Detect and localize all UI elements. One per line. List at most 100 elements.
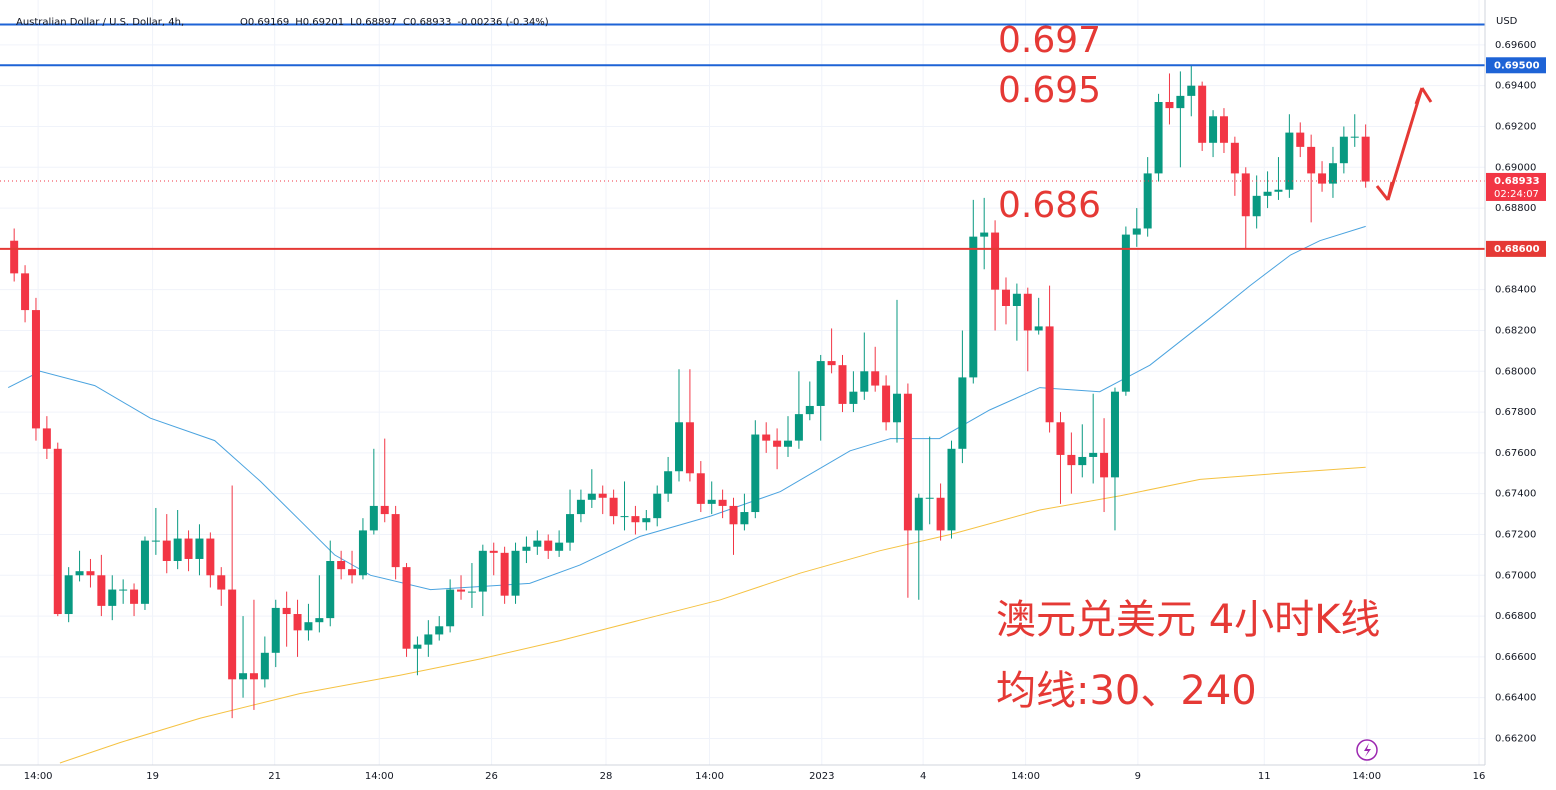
y-tick-label: 0.69600 <box>1495 40 1536 51</box>
candle-body <box>1045 326 1054 423</box>
alert-bolt <box>1364 743 1371 757</box>
candle-body <box>729 505 738 525</box>
candle-body <box>21 273 30 311</box>
candle-body <box>784 440 793 447</box>
candle-body <box>1296 132 1305 147</box>
annotation: 0.697 <box>998 20 1101 61</box>
x-tick-label: 19 <box>146 771 159 782</box>
candle-body <box>740 512 749 525</box>
annotation: 0.695 <box>998 70 1101 111</box>
candle-body <box>1285 132 1294 190</box>
candle-body <box>369 505 378 531</box>
candle-body <box>195 538 204 559</box>
candle-body <box>239 673 248 680</box>
candle-body <box>587 493 596 500</box>
annotation: 澳元兑美元 4小时K线 <box>996 597 1380 643</box>
candle-body <box>467 591 476 593</box>
candle-body <box>1067 454 1076 466</box>
candle-body <box>860 371 869 392</box>
y-tick-label: 0.68200 <box>1495 325 1536 336</box>
candle-body <box>304 622 313 631</box>
price-label-box <box>1486 57 1546 74</box>
candle-body <box>794 414 803 441</box>
candle-body <box>1198 85 1207 143</box>
candle-body <box>64 575 73 615</box>
x-tick-label: 16 <box>1473 771 1486 782</box>
candle-body <box>391 514 400 568</box>
candle-body <box>140 540 149 604</box>
x-tick-label: 14:00 <box>1011 771 1040 782</box>
candle-body <box>1154 102 1163 174</box>
ohlc-value: C0.68933 <box>403 17 451 28</box>
candle-body <box>282 607 291 615</box>
x-tick-label: 11 <box>1258 771 1271 782</box>
candle-body <box>162 540 171 561</box>
candle-body <box>718 499 727 506</box>
y-tick-label: 0.68800 <box>1495 203 1536 214</box>
candle-body <box>380 505 389 515</box>
candle-body <box>576 499 585 515</box>
candle-body <box>544 540 553 551</box>
candle-body <box>184 538 193 559</box>
candle-body <box>664 471 673 494</box>
candle-body <box>620 516 629 518</box>
plot <box>0 23 1485 764</box>
grid <box>0 0 1485 765</box>
ohlc-legend: O0.69169 H0.69201 L0.68897 C0.68933 -0.00236… <box>240 17 549 28</box>
candle-body <box>1361 136 1370 182</box>
candle-body <box>249 673 258 680</box>
x-tick-label: 14:00 <box>365 771 394 782</box>
candle-body <box>653 493 662 519</box>
candle-body <box>751 434 760 513</box>
y-tick-label: 0.67800 <box>1495 407 1536 418</box>
x-tick-label: 21 <box>268 771 281 782</box>
candle-body <box>217 575 226 590</box>
candle-body <box>1252 195 1261 217</box>
candle-body <box>478 550 487 592</box>
candle-body <box>969 236 978 378</box>
x-tick-label: 14:00 <box>24 771 53 782</box>
y-tick-label: 0.69000 <box>1495 162 1536 173</box>
candle-body <box>707 499 716 504</box>
candle-body <box>1328 163 1337 184</box>
x-tick-label: 2023 <box>809 771 834 782</box>
chart-title: Australian Dollar / U.S. Dollar, 4h, <box>16 17 184 28</box>
candle-body <box>980 232 989 237</box>
candle-body <box>1209 116 1218 143</box>
candle-body <box>773 440 782 447</box>
candle-body <box>1012 293 1021 306</box>
candle-body <box>805 405 814 415</box>
candle-body <box>1219 116 1228 143</box>
candle-body <box>871 371 880 386</box>
candle-body <box>457 589 466 592</box>
candle-body <box>75 571 84 576</box>
candle-body <box>1089 452 1098 457</box>
candle-body <box>675 422 684 472</box>
candle-body <box>642 518 651 523</box>
candle-body <box>914 497 923 531</box>
candle-body <box>1100 452 1109 478</box>
candle-body <box>108 589 117 606</box>
price-label: 0.69500 <box>1494 60 1540 71</box>
x-tick-label: 4 <box>920 771 926 782</box>
candle-body <box>271 607 280 653</box>
candle-body <box>1023 293 1032 331</box>
candle-body <box>1274 189 1283 192</box>
y-tick-label: 0.68000 <box>1495 366 1536 377</box>
ohlc-value: L0.68897 <box>350 17 397 28</box>
y-tick-label: 0.68400 <box>1495 285 1536 296</box>
candle-body <box>326 561 335 619</box>
last-price-label: 0.68933 <box>1494 176 1540 187</box>
candle-body <box>130 589 139 604</box>
candle-body <box>1350 136 1359 138</box>
y-tick-label: 0.67000 <box>1495 570 1536 581</box>
annotation: 0.686 <box>998 185 1101 226</box>
candle-body <box>533 540 542 547</box>
candle-body <box>1230 142 1239 174</box>
y-tick-label: 0.66400 <box>1495 693 1536 704</box>
moving-average <box>59 466 1366 764</box>
candle-body <box>206 538 215 576</box>
x-tick-label: 28 <box>600 771 613 782</box>
candle-body <box>97 575 106 606</box>
